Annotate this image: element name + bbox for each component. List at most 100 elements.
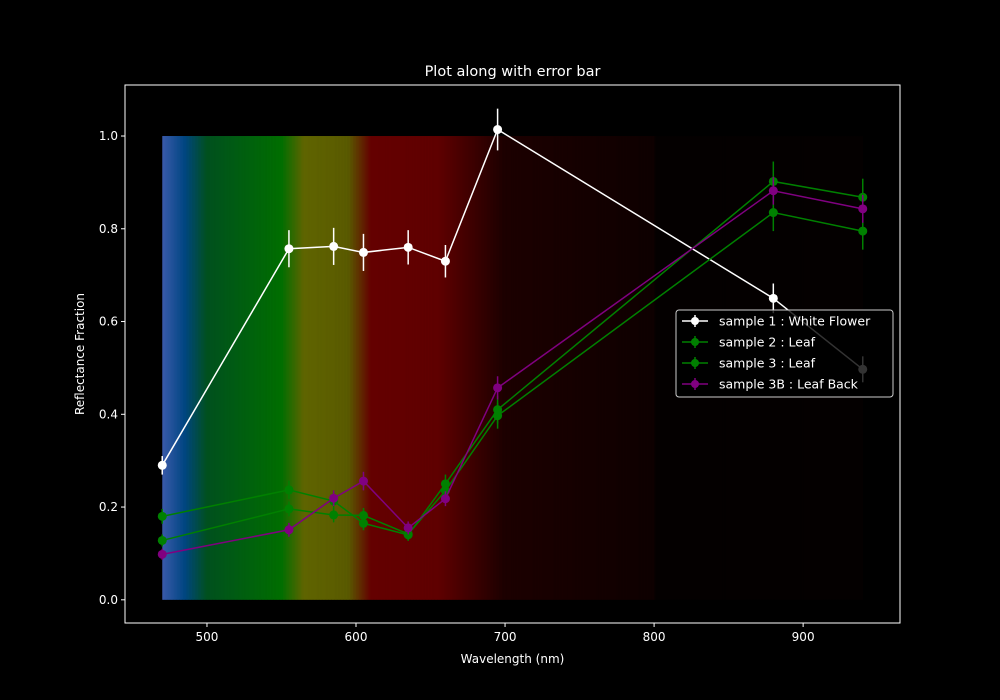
spectrum-strip [241, 136, 244, 600]
data-point [403, 242, 413, 252]
spectrum-strip [206, 136, 209, 600]
spectrum-strip [455, 136, 458, 600]
spectrum-strip [190, 136, 193, 600]
spectrum-strip [189, 136, 191, 600]
spectrum-strip [347, 136, 349, 600]
spectrum-strip [317, 136, 320, 600]
spectrum-strip [537, 136, 540, 600]
data-point [284, 244, 294, 254]
spectrum-strip [554, 136, 557, 600]
spectrum-strip [388, 136, 391, 600]
spectrum-strip [432, 136, 434, 600]
spectrum-strip [412, 136, 415, 600]
spectrum-strip [436, 136, 439, 600]
spectrum-strip [585, 136, 588, 600]
spectrum-strip [338, 136, 340, 600]
spectrum-strip [521, 136, 524, 600]
spectrum-strip [326, 136, 329, 600]
x-tick-label: 500 [196, 630, 219, 644]
spectrum-strip [472, 136, 475, 600]
spectrum-strip [224, 136, 227, 600]
spectrum-strip [342, 136, 345, 600]
spectrum-strip [245, 136, 248, 600]
spectrum-strip [281, 136, 284, 600]
spectrum-strip [382, 136, 385, 600]
spectrum-strip [403, 136, 406, 600]
spectrum-strip [451, 136, 454, 600]
spectrum-strip [503, 136, 506, 600]
spectrum-strip [181, 136, 184, 600]
data-point [768, 208, 778, 218]
data-point [157, 511, 167, 521]
spectrum-strip [657, 136, 659, 600]
spectrum-strip [330, 136, 333, 600]
spectrum-strip [467, 136, 470, 600]
spectrum-strip [196, 136, 199, 600]
spectrum-strip [414, 136, 416, 600]
spectrum-strip [280, 136, 282, 600]
spectrum-strip [670, 136, 673, 600]
spectrum-strip [594, 136, 597, 600]
data-point [768, 186, 778, 196]
spectrum-strip [360, 136, 363, 600]
spectrum-strip [293, 136, 296, 600]
spectrum-strip [470, 136, 473, 600]
spectrum-strip [458, 136, 461, 600]
spectrum-strip [311, 136, 314, 600]
spectrum-strip [235, 136, 238, 600]
spectrum-strip [277, 136, 279, 600]
spectrum-strip [226, 136, 229, 600]
spectrum-strip [613, 136, 616, 600]
spectrum-strip [260, 136, 263, 600]
spectrum-strip [327, 136, 330, 600]
spectrum-strip [667, 136, 670, 600]
y-axis: 0.0 0.2 0.4 0.6 0.8 1.0 [99, 129, 125, 607]
spectrum-strip [421, 136, 424, 600]
spectrum-strip [214, 136, 217, 600]
spectrum-strip [247, 136, 250, 600]
spectrum-strip [485, 136, 488, 600]
spectrum-strip [573, 136, 576, 600]
spectrum-strip [269, 136, 272, 600]
spectrum-strip [660, 136, 662, 600]
spectrum-strip [294, 136, 297, 600]
chart-title: Plot along with error bar [425, 64, 601, 80]
spectrum-strip [358, 136, 361, 600]
spectrum-strip [375, 136, 378, 600]
spectrum-strip [223, 136, 226, 600]
y-tick-label: 0.8 [99, 222, 118, 236]
x-axis-title: Wavelength (nm) [461, 652, 565, 666]
spectrum-strip [443, 136, 446, 600]
spectrum-strip [612, 136, 615, 600]
spectrum-strip [442, 136, 445, 600]
spectrum-strip [566, 136, 568, 600]
spectrum-strip [278, 136, 281, 600]
data-point [157, 535, 167, 545]
spectrum-strip [478, 136, 481, 600]
spectrum-strip [651, 136, 653, 600]
spectrum-strip [590, 136, 592, 600]
spectrum-strip [370, 136, 373, 600]
spectrum-strip [305, 136, 308, 600]
spectrum-strip [519, 136, 522, 600]
spectrum-strip [511, 136, 513, 600]
data-point [157, 460, 167, 470]
spectrum-strip [291, 136, 294, 600]
spectrum-strip [440, 136, 443, 600]
spectrum-strip [208, 136, 211, 600]
legend-label: sample 3 : Leaf [719, 356, 816, 371]
spectrum-strip [457, 136, 460, 600]
spectrum-strip [540, 136, 543, 600]
spectrum-strip [555, 136, 558, 600]
spectrum-strip [373, 136, 376, 600]
spectrum-strip [508, 136, 510, 600]
spectrum-strip [242, 136, 245, 600]
spectrum-strip [666, 136, 668, 600]
spectrum-strip [415, 136, 418, 600]
spectrum-strip [394, 136, 397, 600]
spectrum-strip [215, 136, 218, 600]
spectrum-strip [323, 136, 326, 600]
spectrum-strip [530, 136, 533, 600]
spectrum-strip [306, 136, 309, 600]
